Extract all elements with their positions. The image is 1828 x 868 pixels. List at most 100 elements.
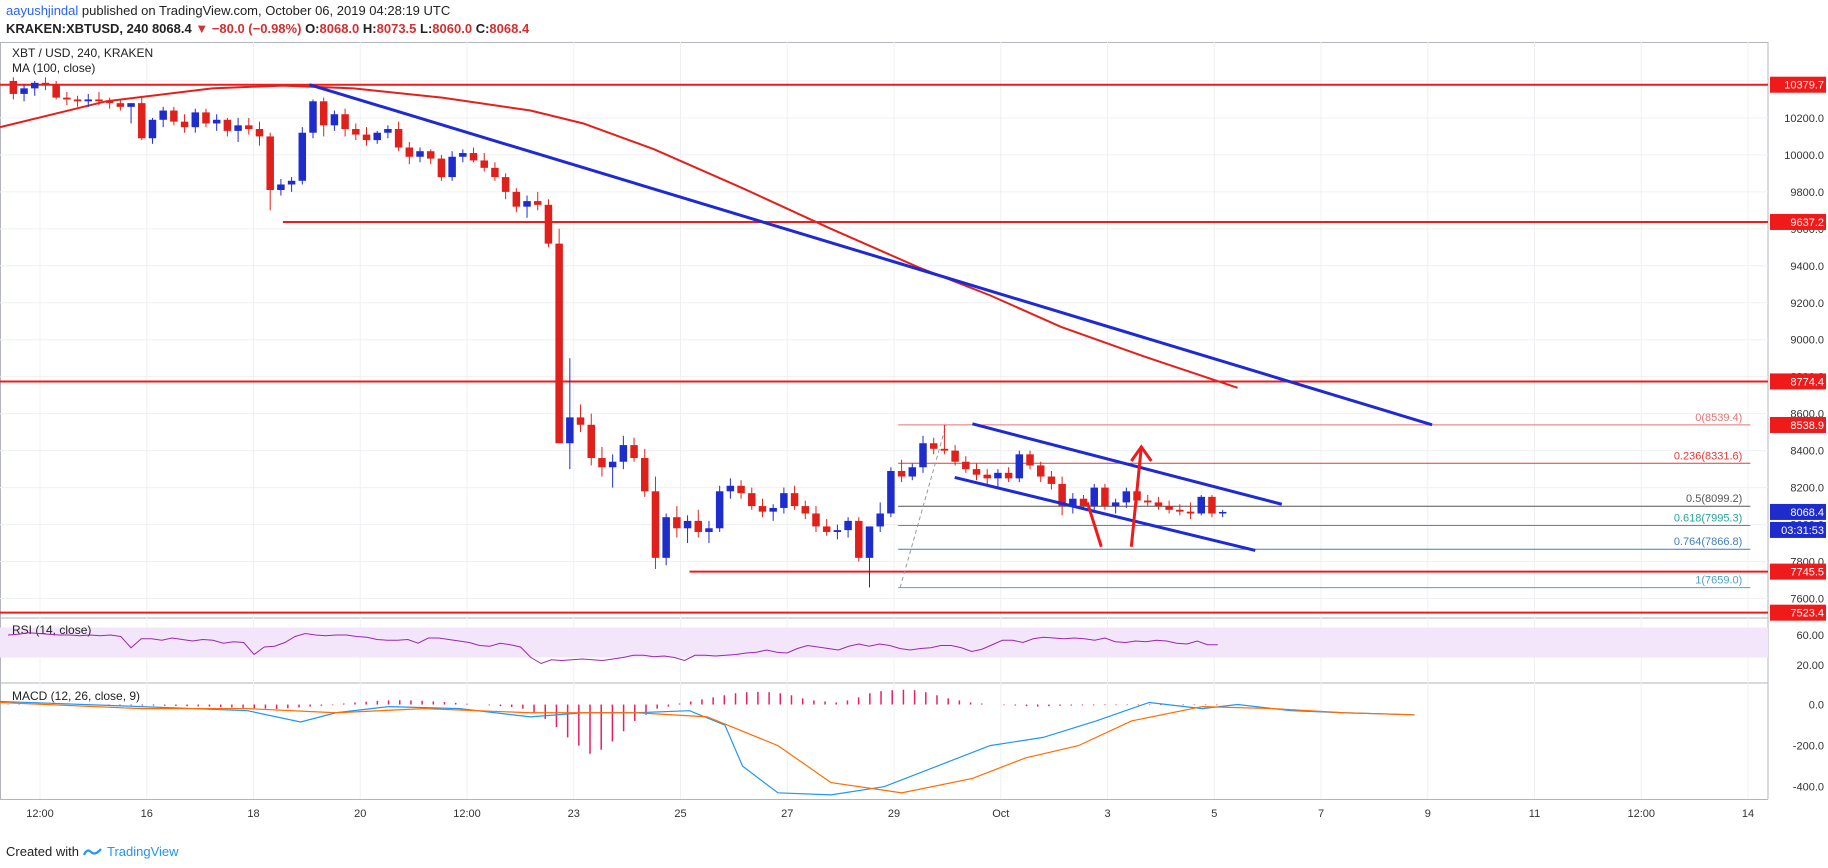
- countdown-label: 03:31:53: [1781, 525, 1824, 537]
- candle-body: [41, 82, 50, 85]
- candle-body: [705, 528, 713, 532]
- y-tick-label: 10200.0: [1784, 113, 1824, 125]
- candle-body: [715, 491, 724, 529]
- fib-level-label: 1(7659.0): [1695, 575, 1742, 587]
- x-tick-label: 25: [674, 808, 686, 820]
- candle-body: [266, 136, 274, 191]
- fib-level-label: 0.5(8099.2): [1686, 493, 1742, 505]
- x-tick-label: 29: [888, 808, 900, 820]
- candle-body: [362, 134, 371, 141]
- candle-body: [801, 506, 810, 514]
- price-tag-label: 9637.2: [1790, 217, 1824, 229]
- macd-line: [0, 700, 1415, 796]
- candle-body: [812, 513, 820, 527]
- candle-body: [994, 472, 1002, 479]
- candle-body: [416, 151, 424, 157]
- candle-body: [1047, 476, 1056, 484]
- candle-body: [1143, 500, 1152, 503]
- y-tick-label: 9400.0: [1790, 261, 1824, 273]
- candle-body: [448, 156, 456, 178]
- candle-body: [245, 125, 253, 130]
- candle-body: [341, 114, 349, 130]
- chart-background: [0, 42, 1828, 840]
- candle-body: [533, 201, 542, 205]
- tradingview-link[interactable]: TradingView: [106, 844, 179, 859]
- candle-body: [566, 417, 574, 444]
- candle-body: [1079, 498, 1088, 507]
- candle-body: [437, 158, 446, 178]
- candle-body: [52, 84, 60, 98]
- macd-tick-label: -400.0: [1793, 782, 1824, 794]
- candle-body: [480, 160, 488, 168]
- high-value: 8073.5: [376, 21, 417, 36]
- candle-body: [1176, 509, 1184, 512]
- y-tick-label: 9800.0: [1790, 187, 1824, 199]
- trend-line: [972, 422, 1283, 506]
- candle-body: [822, 526, 831, 532]
- y-tick-label: 9000.0: [1790, 335, 1824, 347]
- candle-body: [897, 470, 906, 477]
- candle-body: [598, 458, 606, 468]
- price-tag-label: 7523.4: [1790, 608, 1824, 620]
- author-link[interactable]: aayushjindal: [6, 3, 79, 18]
- close-value: 8068.4: [489, 21, 530, 36]
- rsi-band: [0, 627, 1768, 658]
- candle-body: [555, 243, 563, 444]
- candle-body: [202, 112, 210, 124]
- candle-body: [212, 119, 221, 124]
- candle-body: [298, 132, 307, 181]
- price-tag: [1770, 213, 1826, 230]
- candle-body: [330, 114, 339, 126]
- x-tick-label: 14: [1742, 808, 1754, 820]
- candle-body: [630, 445, 638, 459]
- candle-body: [352, 129, 360, 135]
- candle-body: [191, 112, 200, 128]
- rsi-line: [7, 632, 1218, 665]
- x-tick-label: 16: [141, 808, 153, 820]
- candle-body: [394, 129, 403, 148]
- candle-body: [544, 204, 553, 244]
- candle-body: [277, 184, 285, 191]
- candle-body: [962, 461, 970, 470]
- candle-body: [1122, 491, 1131, 503]
- candle-body: [1069, 498, 1077, 507]
- candle-body: [319, 101, 328, 126]
- candle-body: [223, 119, 232, 131]
- candle-body: [769, 507, 777, 512]
- candle-body: [512, 191, 521, 207]
- x-tick-label: 11: [1529, 808, 1540, 820]
- price-scale-area: [1768, 42, 1828, 840]
- close-label: C:: [475, 21, 490, 36]
- candle-body: [1197, 496, 1205, 514]
- candle-body: [1015, 454, 1024, 479]
- candle-body: [523, 201, 531, 207]
- low-label: L:: [420, 21, 433, 36]
- price-tag: [1770, 76, 1826, 93]
- candle-body: [673, 517, 681, 529]
- x-tick-label: Oct: [992, 808, 1009, 820]
- candle-body: [1090, 487, 1098, 507]
- x-tick-label: 18: [247, 808, 259, 820]
- candle-body: [651, 491, 660, 558]
- candle-body: [1026, 454, 1034, 466]
- trend-line: [954, 475, 1256, 552]
- candle-body: [116, 103, 125, 107]
- candle-body: [31, 82, 39, 89]
- candle-body: [95, 99, 103, 102]
- x-tick-label: 27: [781, 808, 793, 820]
- fib-dashed-anchor: [899, 424, 947, 588]
- candle-body: [737, 485, 745, 494]
- chart-area[interactable]: 12:00 16 18 20 12:00 23 25 27 29 Oct 3 5 7 9 11 12:00 14…: [0, 42, 1828, 840]
- fib-level-label: 0.618(7995.3): [1674, 512, 1743, 524]
- candle-body: [501, 177, 510, 192]
- x-tick-label: 23: [568, 808, 580, 820]
- open-value: 8068.0: [319, 21, 360, 36]
- footer: Created with TradingView: [6, 843, 179, 861]
- price-tag-label: 7745.5: [1790, 567, 1824, 579]
- candle-body: [20, 88, 28, 94]
- candle-body: [170, 110, 178, 122]
- ma-legend: MA (100, close): [12, 61, 95, 75]
- publish-text: published on TradingView.com, October 06…: [81, 3, 451, 18]
- y-tick-label: 10000.0: [1784, 150, 1824, 162]
- candle-body: [865, 526, 874, 558]
